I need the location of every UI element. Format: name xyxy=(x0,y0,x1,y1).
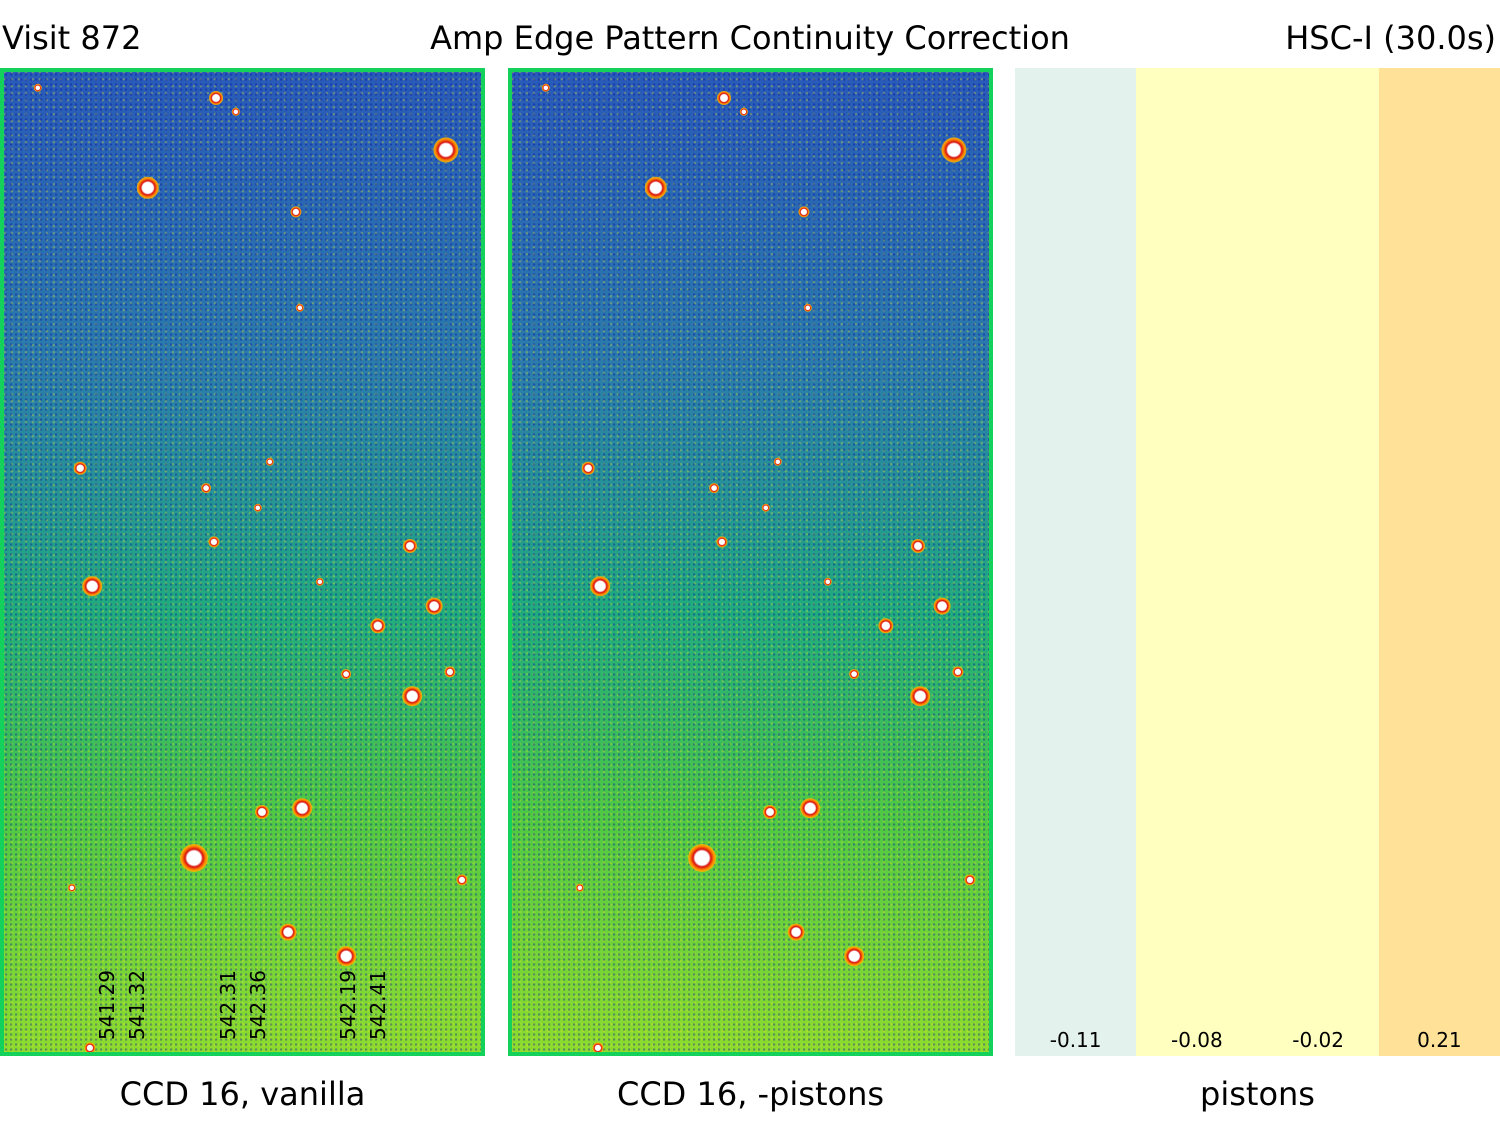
star xyxy=(964,874,976,886)
star xyxy=(295,303,305,313)
star xyxy=(180,844,208,872)
star xyxy=(231,107,241,117)
star xyxy=(433,137,459,163)
star xyxy=(265,457,275,467)
star xyxy=(575,883,585,893)
amp-edge-label: 542.36 xyxy=(246,970,270,1040)
amp-edge-label: 541.29 xyxy=(95,970,119,1040)
star xyxy=(592,1042,604,1054)
visit-label: Visit 872 xyxy=(2,19,142,57)
star xyxy=(290,206,302,218)
star xyxy=(644,176,668,200)
sky-background xyxy=(0,68,485,1056)
star xyxy=(716,536,728,548)
star xyxy=(341,669,351,679)
star xyxy=(739,107,749,117)
piston-value: 0.21 xyxy=(1417,1028,1462,1052)
star xyxy=(279,923,297,941)
star xyxy=(201,483,211,493)
star xyxy=(315,577,325,587)
star xyxy=(403,539,417,553)
star xyxy=(823,577,833,587)
ccd-image-pistons-removed xyxy=(508,68,993,1056)
filter-label: HSC-I (30.0s) xyxy=(1285,19,1496,57)
star xyxy=(292,798,312,818)
amp-edge-label: 542.19 xyxy=(336,970,360,1040)
star xyxy=(844,946,864,966)
star xyxy=(911,539,925,553)
amp-edge-label: 541.32 xyxy=(125,970,149,1040)
star xyxy=(952,666,964,678)
figure-title: Amp Edge Pattern Continuity Correction xyxy=(430,19,1070,57)
star xyxy=(209,91,223,105)
star xyxy=(370,618,386,634)
piston-column: 0.21 xyxy=(1378,68,1500,1056)
piston-value: -0.11 xyxy=(1049,1028,1102,1052)
star xyxy=(336,946,356,966)
star xyxy=(255,805,269,819)
star xyxy=(33,83,43,93)
sky-background xyxy=(508,68,993,1056)
piston-value: -0.08 xyxy=(1171,1028,1223,1052)
star xyxy=(763,805,777,819)
star xyxy=(581,461,595,475)
star xyxy=(717,91,731,105)
star xyxy=(849,669,859,679)
ccd-image-vanilla: 541.29 541.32 542.31 542.36 542.19 542.4… xyxy=(0,68,485,1056)
star xyxy=(761,503,771,513)
star xyxy=(800,798,820,818)
star xyxy=(798,206,810,218)
star xyxy=(73,461,87,475)
panel-caption-pistons-removed: CCD 16, -pistons xyxy=(616,1075,885,1113)
star xyxy=(444,666,456,678)
star xyxy=(941,137,967,163)
star xyxy=(84,1042,96,1054)
piston-value: -0.02 xyxy=(1292,1028,1344,1052)
amp-edge-label: 542.31 xyxy=(216,970,240,1040)
star xyxy=(82,576,102,596)
piston-column: -0.08 xyxy=(1136,68,1258,1056)
star xyxy=(933,597,951,615)
star xyxy=(803,303,813,313)
star xyxy=(136,176,160,200)
panel-caption-pistons: pistons xyxy=(1200,1075,1315,1113)
star xyxy=(253,503,263,513)
star xyxy=(456,874,468,886)
star xyxy=(910,686,930,706)
star xyxy=(402,686,422,706)
star xyxy=(878,618,894,634)
star xyxy=(425,597,443,615)
star xyxy=(208,536,220,548)
piston-column: -0.02 xyxy=(1257,68,1379,1056)
star xyxy=(709,483,719,493)
star xyxy=(67,883,77,893)
piston-map: -0.11 -0.08 -0.02 0.21 xyxy=(1015,68,1500,1056)
star xyxy=(590,576,610,596)
star xyxy=(773,457,783,467)
amp-edge-label: 542.41 xyxy=(366,970,390,1040)
star xyxy=(787,923,805,941)
star xyxy=(688,844,716,872)
piston-column: -0.11 xyxy=(1015,68,1137,1056)
star xyxy=(541,83,551,93)
panel-caption-vanilla: CCD 16, vanilla xyxy=(119,1075,366,1113)
